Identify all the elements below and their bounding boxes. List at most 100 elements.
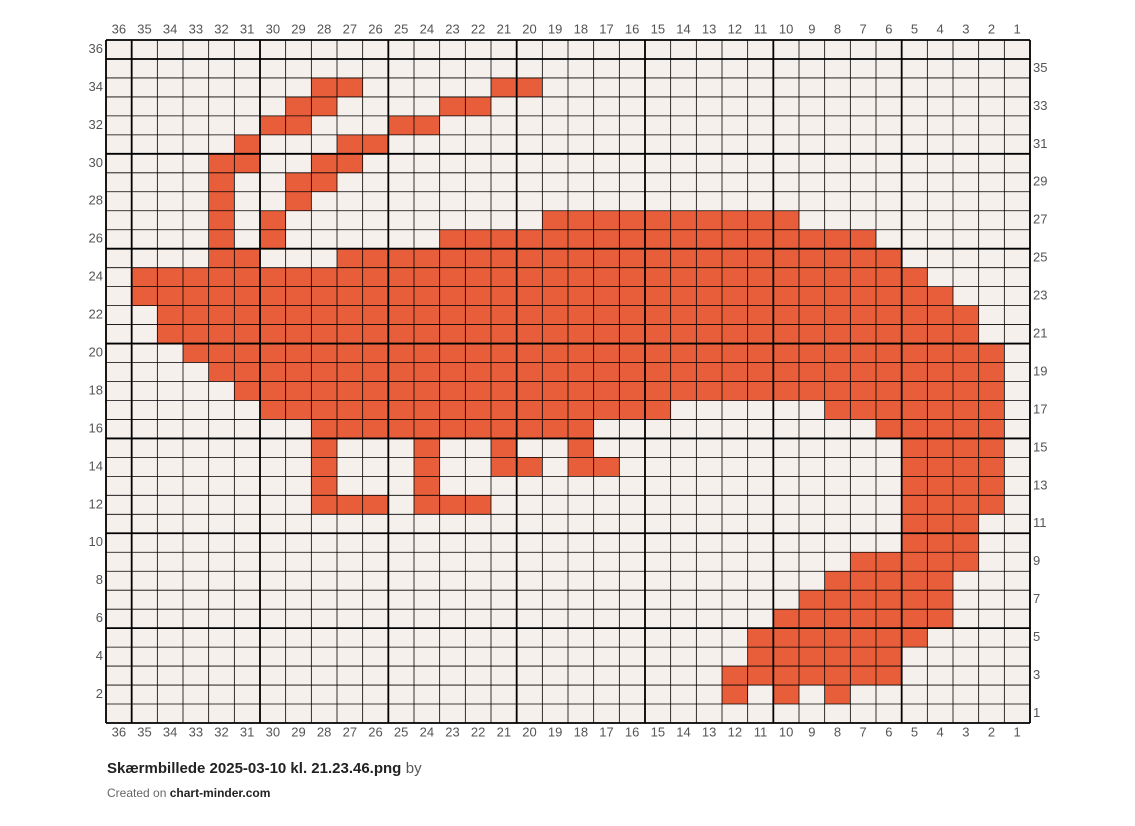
column-label: 16 (625, 21, 639, 36)
filled-cell (388, 381, 414, 401)
filled-cell (260, 305, 286, 325)
filled-cell (876, 324, 902, 344)
filled-cell (465, 286, 491, 306)
filled-cell (901, 343, 928, 363)
filled-cell (260, 362, 286, 382)
filled-cell (311, 343, 337, 363)
column-label: 19 (548, 724, 562, 739)
filled-cell (696, 305, 722, 325)
column-label: 26 (368, 21, 382, 36)
filled-cell (491, 419, 517, 439)
filled-cell (337, 419, 363, 439)
filled-cell (388, 305, 414, 325)
filled-cell (773, 210, 799, 230)
row-label: 9 (1033, 553, 1040, 568)
filled-cell (388, 343, 414, 363)
row-label: 23 (1033, 288, 1047, 303)
filled-cell (824, 628, 851, 648)
row-label: 3 (1033, 667, 1040, 682)
filled-cell (876, 666, 902, 686)
filled-cell (722, 343, 748, 363)
filled-cell (773, 685, 799, 705)
filled-cell (645, 362, 671, 382)
filled-cell (927, 381, 953, 401)
column-label: 32 (214, 21, 228, 36)
filled-cell (311, 267, 337, 287)
filled-cell (337, 134, 363, 154)
column-label: 5 (911, 21, 918, 36)
filled-cell (208, 286, 235, 306)
filled-cell (824, 267, 851, 287)
filled-cell (285, 381, 312, 401)
filled-cell (208, 248, 235, 268)
filled-cell (439, 324, 466, 344)
filled-cell (311, 77, 337, 97)
filled-cell (901, 609, 928, 629)
filled-cell (234, 267, 260, 287)
filled-cell (773, 666, 799, 686)
filled-cell (414, 305, 440, 325)
filled-cell (491, 248, 517, 268)
filled-cell (439, 400, 466, 420)
filled-cell (516, 362, 543, 382)
filled-cell (388, 400, 414, 420)
column-label: 27 (343, 724, 357, 739)
filled-cell (491, 362, 517, 382)
column-label: 28 (317, 724, 331, 739)
filled-cell (850, 362, 876, 382)
filled-cell (824, 609, 851, 629)
filled-cell (234, 381, 260, 401)
filled-cell (773, 324, 799, 344)
filled-cell (568, 419, 594, 439)
column-label: 23 (445, 724, 459, 739)
column-label: 3 (962, 21, 969, 36)
filled-cell (619, 267, 645, 287)
filled-cell (157, 286, 183, 306)
filled-cell (645, 267, 671, 287)
filled-cell (491, 324, 517, 344)
filled-cell (285, 191, 312, 211)
filled-cell (953, 514, 979, 534)
filled-cell (516, 248, 543, 268)
column-label: 13 (702, 21, 716, 36)
filled-cell (927, 305, 953, 325)
filled-cell (850, 571, 876, 591)
filled-cell (927, 590, 953, 610)
filled-cell (799, 324, 825, 344)
filled-cell (901, 590, 928, 610)
filled-cell (747, 343, 774, 363)
filled-cell (362, 495, 389, 515)
filled-cell (362, 324, 389, 344)
column-label: 8 (834, 21, 841, 36)
filled-cell (491, 457, 517, 477)
filled-cell (645, 400, 671, 420)
filled-cell (285, 343, 312, 363)
row-label: 31 (1033, 136, 1047, 151)
filled-cell (876, 400, 902, 420)
filled-cell (901, 324, 928, 344)
column-label: 10 (779, 724, 793, 739)
filled-cell (491, 286, 517, 306)
column-label: 15 (651, 724, 665, 739)
filled-cell (953, 381, 979, 401)
filled-cell (311, 419, 337, 439)
filled-cell (619, 210, 645, 230)
filled-cell (773, 305, 799, 325)
filled-cell (901, 438, 928, 458)
filled-cell (876, 419, 902, 439)
filled-cell (465, 324, 491, 344)
filled-cell (337, 400, 363, 420)
filled-cell (208, 210, 235, 230)
filled-cell (208, 324, 235, 344)
filled-cell (722, 666, 748, 686)
filled-cell (619, 324, 645, 344)
filled-cell (619, 229, 645, 249)
filled-cell (850, 267, 876, 287)
filled-cell (311, 381, 337, 401)
filled-cell (799, 609, 825, 629)
filled-cell (439, 229, 466, 249)
filled-cell (388, 115, 414, 135)
filled-cell (414, 324, 440, 344)
filled-cell (619, 400, 645, 420)
filled-cell (927, 495, 953, 515)
